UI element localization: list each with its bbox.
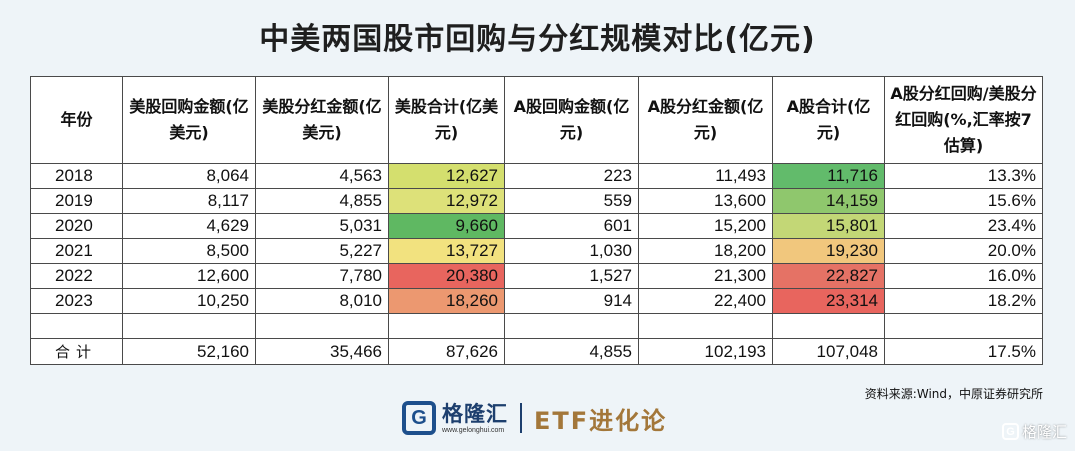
table-cell: 8,117 (122, 188, 256, 214)
table-cell: 2018 (30, 163, 123, 189)
blank-row (30, 313, 1043, 339)
table-cell: 18,260 (388, 288, 505, 314)
table-cell: 8,500 (122, 238, 256, 264)
table-cell: 107,048 (772, 338, 885, 365)
table-cell: 16.0% (884, 263, 1043, 289)
table-cell: 7,780 (255, 263, 389, 289)
table-body: 2018 8,064 4,563 12,627 223 11,493 11,716 13.3%… (30, 163, 1043, 365)
table-cell: 223 (504, 163, 639, 189)
column-header: A股合计(亿元) (772, 76, 885, 164)
table-cell: 35,466 (255, 338, 389, 365)
table-cell: 17.5% (884, 338, 1043, 365)
column-header: A股分红回购/美股分红回购(%,汇率按7估算) (884, 76, 1043, 164)
table-cell: 13,727 (388, 238, 505, 264)
table-cell: 15.6% (884, 188, 1043, 214)
chart-title: 中美两国股市回购与分红规模对比(亿元) (259, 22, 816, 57)
table-cell: 13.3% (884, 163, 1043, 189)
comparison-table: 年份 美股回购金额(亿美元) 美股分红金额(亿美元) 美股合计(亿美元) A股回… (30, 76, 1043, 365)
column-header: A股分红金额(亿元) (638, 76, 773, 164)
source-note: 资料来源:Wind，中原证券研究所 (864, 387, 1043, 401)
table-cell: 2019 (30, 188, 123, 214)
table-row: 2023 10,250 8,010 18,260 914 22,400 23,314 18.2… (30, 288, 1043, 314)
table-row: 2022 12,600 7,780 20,380 1,527 21,300 22,827 16… (30, 263, 1043, 289)
table-cell: 12,600 (122, 263, 256, 289)
table-cell: 15,801 (772, 213, 885, 239)
column-header: A股回购金额(亿元) (504, 76, 639, 164)
column-header: 美股分红金额(亿美元) (255, 76, 389, 164)
table-row: 2019 8,117 4,855 12,972 559 13,600 14,159 15.6% (30, 188, 1043, 214)
table-cell: 13,600 (638, 188, 773, 214)
empty-cell (504, 313, 639, 339)
table-cell: 8,010 (255, 288, 389, 314)
empty-cell (255, 313, 389, 339)
column-header: 美股回购金额(亿美元) (122, 76, 256, 164)
table-cell: 102,193 (638, 338, 773, 365)
table-cell: 87,626 (388, 338, 505, 365)
brand-logo: G 格隆汇 www.gelonghui.com ETF进化论 (402, 396, 667, 440)
table-cell: 23,314 (772, 288, 885, 314)
column-header: 年份 (30, 76, 123, 164)
table-cell: 23.4% (884, 213, 1043, 239)
empty-cell (122, 313, 256, 339)
logo-text: 格隆汇 www.gelonghui.com (442, 402, 508, 435)
table-cell: 14,159 (772, 188, 885, 214)
empty-cell (772, 313, 885, 339)
table-cell: 4,563 (255, 163, 389, 189)
table-cell: 22,827 (772, 263, 885, 289)
table-cell: 22,400 (638, 288, 773, 314)
table-cell: 19,230 (772, 238, 885, 264)
total-row: 合计 52,160 35,466 87,626 4,855 102,193 107,048 1… (30, 338, 1043, 365)
table-row: 2018 8,064 4,563 12,627 223 11,493 11,716 13.3% (30, 163, 1043, 189)
table-row: 2021 8,500 5,227 13,727 1,030 18,200 19,230 20.… (30, 238, 1043, 264)
table-cell: 20,380 (388, 263, 505, 289)
logo-name: 格隆汇 (442, 401, 508, 426)
table-cell: 1,527 (504, 263, 639, 289)
table-cell: 15,200 (638, 213, 773, 239)
table-cell: 21,300 (638, 263, 773, 289)
table-cell: 559 (504, 188, 639, 214)
empty-cell (30, 313, 123, 339)
table-cell: 合计 (30, 338, 123, 365)
logo-divider (520, 403, 522, 433)
table-cell: 4,855 (504, 338, 639, 365)
table-cell: 2022 (30, 263, 123, 289)
table-cell: 5,227 (255, 238, 389, 264)
table-cell: 2021 (30, 238, 123, 264)
table-cell: 5,031 (255, 213, 389, 239)
watermark: G 格隆汇 (1001, 421, 1067, 442)
empty-cell (638, 313, 773, 339)
table-cell: 11,716 (772, 163, 885, 189)
watermark-text: 格隆汇 (1021, 423, 1067, 441)
logo-url: www.gelonghui.com (442, 426, 505, 434)
empty-cell (388, 313, 505, 339)
table-cell: 20.0% (884, 238, 1043, 264)
column-header: 美股合计(亿美元) (388, 76, 505, 164)
table-cell: 10,250 (122, 288, 256, 314)
table-cell: 4,629 (122, 213, 256, 239)
etf-label: ETF进化论 (534, 406, 668, 435)
table-cell: 18,200 (638, 238, 773, 264)
table-row: 2020 4,629 5,031 9,660 601 15,200 15,801 23.4% (30, 213, 1043, 239)
table-cell: 2023 (30, 288, 123, 314)
table-cell: 8,064 (122, 163, 256, 189)
header-row: 年份 美股回购金额(亿美元) 美股分红金额(亿美元) 美股合计(亿美元) A股回… (30, 76, 1043, 164)
table-cell: 2020 (30, 213, 123, 239)
watermark-logo-icon: G (1001, 423, 1019, 440)
gelonghui-logo-icon: G (402, 401, 436, 435)
table-cell: 9,660 (388, 213, 505, 239)
table-cell: 12,627 (388, 163, 505, 189)
table-cell: 12,972 (388, 188, 505, 214)
table-cell: 601 (504, 213, 639, 239)
table-cell: 1,030 (504, 238, 639, 264)
empty-cell (884, 313, 1043, 339)
table-cell: 11,493 (638, 163, 773, 189)
table-cell: 18.2% (884, 288, 1043, 314)
table-cell: 52,160 (122, 338, 256, 365)
table-cell: 4,855 (255, 188, 389, 214)
table-cell: 914 (504, 288, 639, 314)
